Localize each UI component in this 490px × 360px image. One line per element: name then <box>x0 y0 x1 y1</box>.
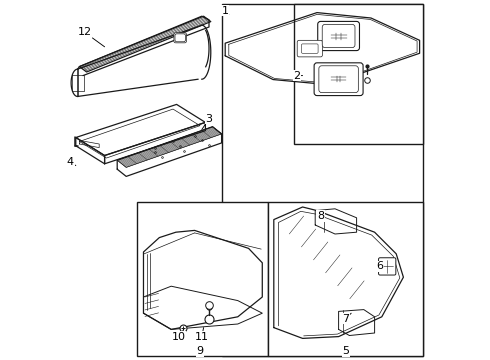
Text: 8: 8 <box>317 211 324 221</box>
FancyBboxPatch shape <box>297 40 322 57</box>
Bar <box>269 202 423 356</box>
Text: 1: 1 <box>221 6 229 16</box>
Bar <box>294 4 423 144</box>
FancyBboxPatch shape <box>314 63 363 95</box>
FancyBboxPatch shape <box>379 258 396 275</box>
Text: 6: 6 <box>376 261 384 271</box>
Text: 9: 9 <box>196 346 203 356</box>
Text: 5: 5 <box>343 346 349 356</box>
Text: 11: 11 <box>195 328 209 342</box>
FancyBboxPatch shape <box>301 44 318 53</box>
FancyBboxPatch shape <box>318 22 360 50</box>
Text: 10: 10 <box>172 329 185 342</box>
FancyBboxPatch shape <box>319 66 358 93</box>
FancyBboxPatch shape <box>174 33 187 43</box>
Text: 7: 7 <box>342 313 351 324</box>
Text: 12: 12 <box>78 27 104 47</box>
Bar <box>221 4 423 356</box>
FancyBboxPatch shape <box>175 34 185 42</box>
Text: 2: 2 <box>294 71 303 81</box>
Text: 4: 4 <box>67 157 76 167</box>
Bar <box>137 202 269 356</box>
FancyBboxPatch shape <box>322 24 355 48</box>
Text: 3: 3 <box>202 114 213 130</box>
